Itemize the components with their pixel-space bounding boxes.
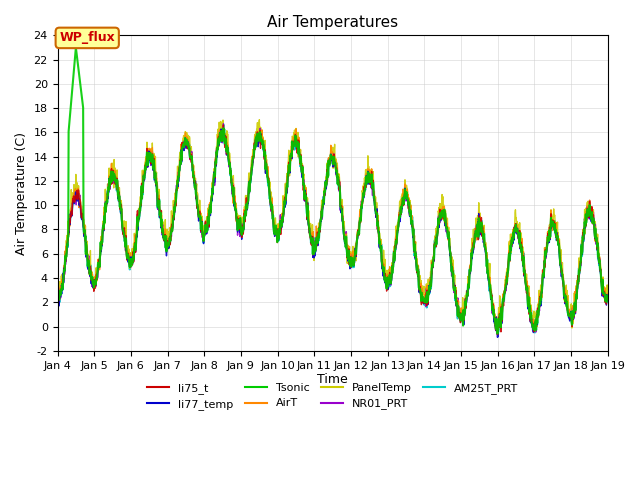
- Text: WP_flux: WP_flux: [60, 31, 115, 45]
- Title: Air Temperatures: Air Temperatures: [267, 15, 398, 30]
- X-axis label: Time: Time: [317, 373, 348, 386]
- Y-axis label: Air Temperature (C): Air Temperature (C): [15, 132, 28, 254]
- Legend: li75_t, li77_temp, Tsonic, AirT, PanelTemp, NR01_PRT, AM25T_PRT: li75_t, li77_temp, Tsonic, AirT, PanelTe…: [143, 378, 522, 415]
